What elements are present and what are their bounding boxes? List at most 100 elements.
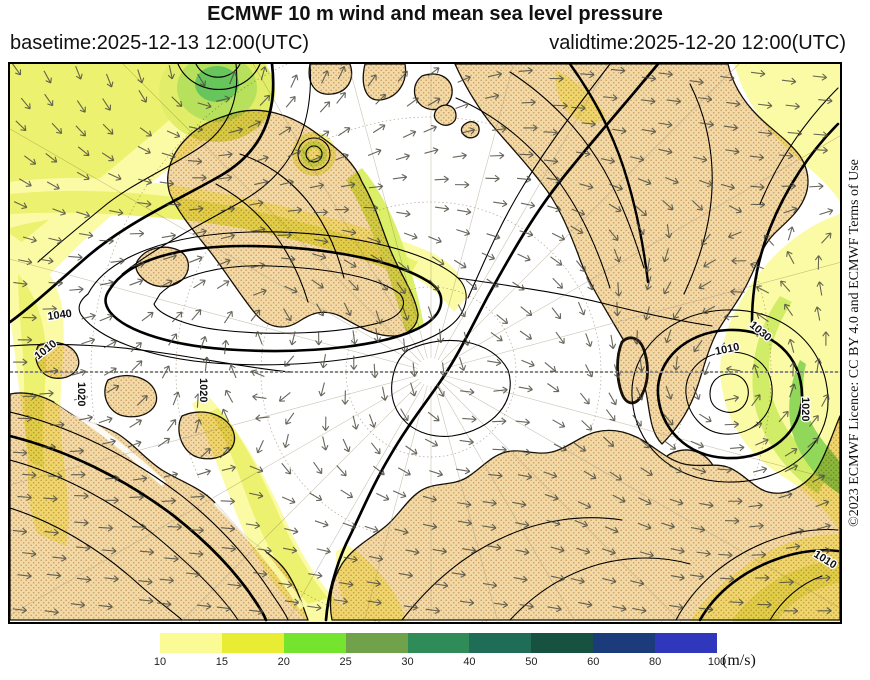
wind-arrow: [166, 419, 177, 432]
wind-arrow: [337, 66, 346, 80]
wind-arrow: [431, 256, 445, 266]
wind-arrow: [641, 74, 657, 82]
wind-arrow: [17, 336, 33, 344]
wind-arrow: [18, 178, 32, 187]
wind-arrow: [813, 131, 828, 139]
wind-arrow: [229, 70, 237, 85]
wind-arrow: [402, 130, 417, 139]
wind-arrow: [24, 155, 37, 165]
isobar-canada-thick: [10, 434, 268, 622]
wind-arrow: [493, 600, 509, 609]
wind-arrow: [543, 471, 558, 479]
wind-arrow: [488, 471, 503, 480]
wind-arrow: [784, 464, 798, 473]
wind-arrow: [167, 523, 182, 531]
wind-arrow: [216, 604, 232, 612]
wind-arrow: [519, 330, 533, 340]
wind-arrow: [334, 205, 350, 214]
wind-arrow: [613, 301, 621, 317]
wind-arrow: [690, 440, 705, 449]
wind-arrow: [812, 73, 828, 81]
wind-arrow: [546, 519, 561, 527]
wind-arrow: [422, 495, 438, 503]
wind-arrow: [197, 73, 206, 87]
isobar-long-thick: [324, 64, 660, 622]
wind-arrow: [462, 546, 477, 554]
wind-arrow: [601, 548, 616, 556]
wind-arrow: [171, 96, 183, 107]
wind-arrow: [309, 182, 324, 190]
wind-arrow: [20, 97, 31, 110]
wind-arrow: [250, 369, 265, 377]
legend-colorbar: [160, 633, 717, 653]
isobar-high-inner: [153, 265, 404, 334]
wind-arrow: [166, 130, 181, 139]
wind-arrow: [281, 496, 296, 505]
wind-arrow: [216, 95, 231, 103]
wind-arrow: [703, 259, 717, 268]
wind-arrow: [103, 367, 117, 376]
wind-arrow: [368, 183, 384, 191]
map-frame: 1040 1010 1020 1020 1010 1030 1020 1010: [8, 62, 842, 624]
wind-arrow: [693, 339, 703, 353]
isobar-br-thick: [698, 548, 840, 622]
wind-arrows: [11, 64, 834, 616]
wind-arrow: [544, 362, 557, 372]
wind-arrow: [751, 394, 761, 407]
wind-arrow: [428, 236, 442, 244]
wind-arrow: [247, 120, 262, 129]
wind-arrow: [395, 153, 410, 161]
wind-arrow: [600, 157, 616, 165]
pressure-label: 1020: [197, 378, 209, 402]
wind-arrow: [220, 497, 236, 505]
wind-arrow: [392, 490, 407, 499]
wind-arrow: [187, 157, 203, 165]
wind-arrow: [610, 66, 626, 75]
wind-arrow: [456, 467, 471, 475]
wind-arrow: [460, 127, 476, 135]
wind-arrow: [427, 97, 441, 106]
wind-arrow: [487, 543, 502, 551]
wind-arrow: [336, 465, 347, 477]
wind-arrow: [76, 100, 86, 113]
wind-arrow: [41, 443, 56, 451]
wind-shading-band-upper-core: [10, 190, 418, 278]
wind-arrow: [753, 466, 768, 474]
isobar-siberia-1: [401, 517, 623, 621]
wind-arrow: [783, 206, 798, 214]
wind-arrow: [101, 152, 115, 162]
wind-arrow: [816, 281, 824, 296]
wind-arrow: [817, 607, 832, 615]
wind-shading-topright-corner: [734, 64, 840, 202]
wind-arrow: [603, 436, 615, 447]
isobar-euroland-3: [683, 83, 713, 295]
wind-arrow: [757, 101, 773, 110]
wind-arrow: [512, 281, 525, 291]
wind-arrow: [635, 387, 644, 401]
wind-arrow: [756, 312, 769, 322]
wind-arrow: [367, 598, 382, 607]
wind-arrow: [98, 524, 114, 532]
wind-arrow: [640, 467, 653, 477]
wind-arrow: [482, 499, 497, 507]
wind-arrow: [482, 523, 497, 531]
wind-arrow: [696, 549, 711, 558]
wind-arrow: [785, 102, 800, 110]
isobar-euroland-1: [455, 97, 611, 289]
wind-arrow: [308, 571, 323, 579]
wind-arrow: [202, 356, 211, 372]
wind-arrow: [104, 575, 119, 583]
wind-arrow: [786, 250, 795, 265]
legend-color-segment: [221, 633, 284, 653]
wind-arrow: [250, 309, 261, 322]
wind-arrow: [283, 308, 292, 322]
wind-arrow: [816, 574, 831, 582]
wind-arrow: [48, 279, 63, 287]
wind-arrow: [285, 412, 295, 425]
wind-arrow: [72, 368, 87, 376]
wind-arrow: [521, 359, 535, 368]
isobar-arc-topleft-1: [177, 64, 261, 91]
wind-arrow: [245, 521, 261, 529]
legend-tick: 50: [525, 656, 538, 668]
